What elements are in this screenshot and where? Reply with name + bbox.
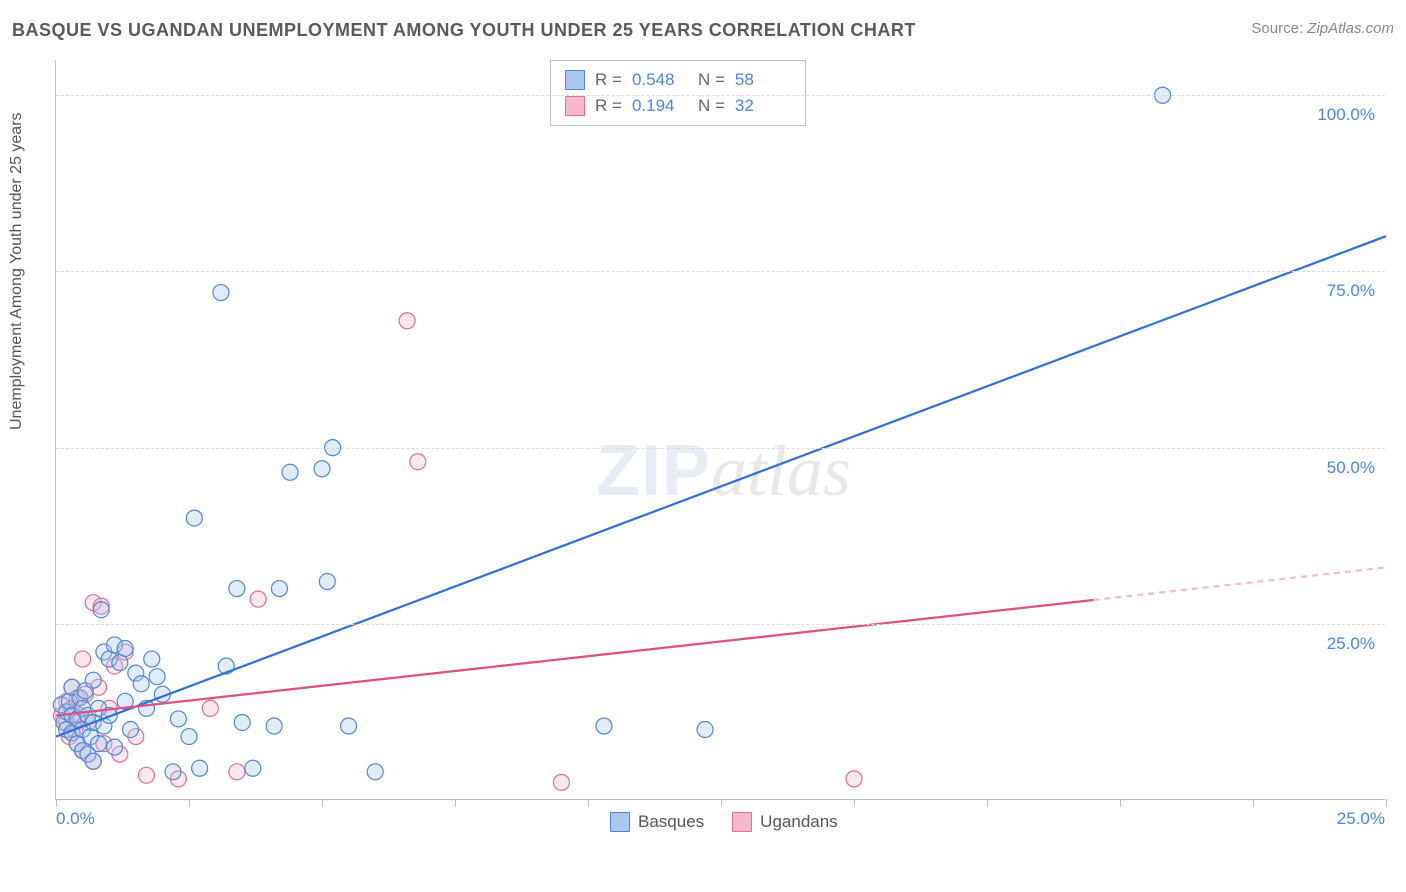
y-tick-label: 25.0% xyxy=(1327,634,1375,654)
swatch-basques xyxy=(565,70,585,90)
x-tick xyxy=(1386,799,1387,807)
x-tick xyxy=(987,799,988,807)
data-point xyxy=(341,718,357,734)
r-value-ugandans: 0.194 xyxy=(632,93,688,119)
data-point xyxy=(165,764,181,780)
data-point xyxy=(122,722,138,738)
y-axis-label: Unemployment Among Youth under 25 years xyxy=(8,112,26,430)
data-point xyxy=(229,581,245,597)
data-point xyxy=(399,313,415,329)
x-tick xyxy=(721,799,722,807)
source-value: ZipAtlas.com xyxy=(1307,20,1394,37)
legend-label-basques: Basques xyxy=(638,812,704,832)
gridline xyxy=(56,448,1385,449)
swatch-basques xyxy=(610,812,630,832)
x-tick xyxy=(189,799,190,807)
legend-item-basques: Basques xyxy=(610,812,704,832)
data-point xyxy=(181,729,197,745)
data-point xyxy=(133,676,149,692)
data-point xyxy=(75,651,91,667)
data-point xyxy=(186,510,202,526)
legend-label-ugandans: Ugandans xyxy=(760,812,838,832)
x-tick xyxy=(1253,799,1254,807)
data-point xyxy=(107,739,123,755)
data-point xyxy=(213,285,229,301)
swatch-ugandans xyxy=(565,96,585,116)
corr-row-ugandans: R = 0.194 N = 32 xyxy=(565,93,791,119)
data-point xyxy=(229,764,245,780)
x-tick xyxy=(322,799,323,807)
n-value-basques: 58 xyxy=(735,67,791,93)
data-point xyxy=(553,774,569,790)
x-tick-label-max: 25.0% xyxy=(1337,809,1385,829)
data-point xyxy=(170,711,186,727)
x-tick-label-min: 0.0% xyxy=(56,809,95,829)
chart-title: BASQUE VS UGANDAN UNEMPLOYMENT AMONG YOU… xyxy=(12,20,916,41)
data-point xyxy=(138,767,154,783)
x-tick xyxy=(1120,799,1121,807)
y-tick-label: 100.0% xyxy=(1317,105,1375,125)
data-point xyxy=(846,771,862,787)
n-label: N = xyxy=(698,67,725,93)
data-point xyxy=(367,764,383,780)
data-point xyxy=(144,651,160,667)
data-point xyxy=(192,760,208,776)
data-point xyxy=(271,581,287,597)
data-point xyxy=(234,714,250,730)
data-point xyxy=(319,574,335,590)
data-point xyxy=(596,718,612,734)
x-tick xyxy=(854,799,855,807)
chart-plot-area: ZIPatlas R = 0.548 N = 58 R = 0.194 N = … xyxy=(55,60,1385,800)
data-point xyxy=(91,736,107,752)
regression-line xyxy=(56,600,1093,715)
r-label: R = xyxy=(595,67,622,93)
r-value-basques: 0.548 xyxy=(632,67,688,93)
gridline xyxy=(56,624,1385,625)
x-tick xyxy=(455,799,456,807)
n-value-ugandans: 32 xyxy=(735,93,791,119)
n-label: N = xyxy=(698,93,725,119)
data-point xyxy=(117,640,133,656)
r-label: R = xyxy=(595,93,622,119)
data-point xyxy=(282,464,298,480)
source-attribution: Source: ZipAtlas.com xyxy=(1251,20,1394,37)
x-tick xyxy=(56,799,57,807)
data-point xyxy=(202,700,218,716)
x-tick xyxy=(588,799,589,807)
chart-header: BASQUE VS UGANDAN UNEMPLOYMENT AMONG YOU… xyxy=(12,20,1394,41)
data-point xyxy=(314,461,330,477)
gridline xyxy=(56,95,1385,96)
data-point xyxy=(266,718,282,734)
data-point xyxy=(410,454,426,470)
y-tick-label: 50.0% xyxy=(1327,458,1375,478)
legend-item-ugandans: Ugandans xyxy=(732,812,838,832)
data-point xyxy=(85,753,101,769)
regression-line xyxy=(1093,567,1386,600)
correlation-legend: R = 0.548 N = 58 R = 0.194 N = 32 xyxy=(550,60,806,126)
source-label: Source: xyxy=(1251,20,1303,37)
series-legend: Basques Ugandans xyxy=(610,812,838,832)
swatch-ugandans xyxy=(732,812,752,832)
data-point xyxy=(149,669,165,685)
data-point xyxy=(245,760,261,776)
regression-line xyxy=(56,236,1386,736)
data-point xyxy=(85,672,101,688)
data-point xyxy=(250,591,266,607)
data-point xyxy=(93,602,109,618)
y-tick-label: 75.0% xyxy=(1327,281,1375,301)
chart-svg xyxy=(56,60,1385,799)
corr-row-basques: R = 0.548 N = 58 xyxy=(565,67,791,93)
data-point xyxy=(697,722,713,738)
gridline xyxy=(56,271,1385,272)
